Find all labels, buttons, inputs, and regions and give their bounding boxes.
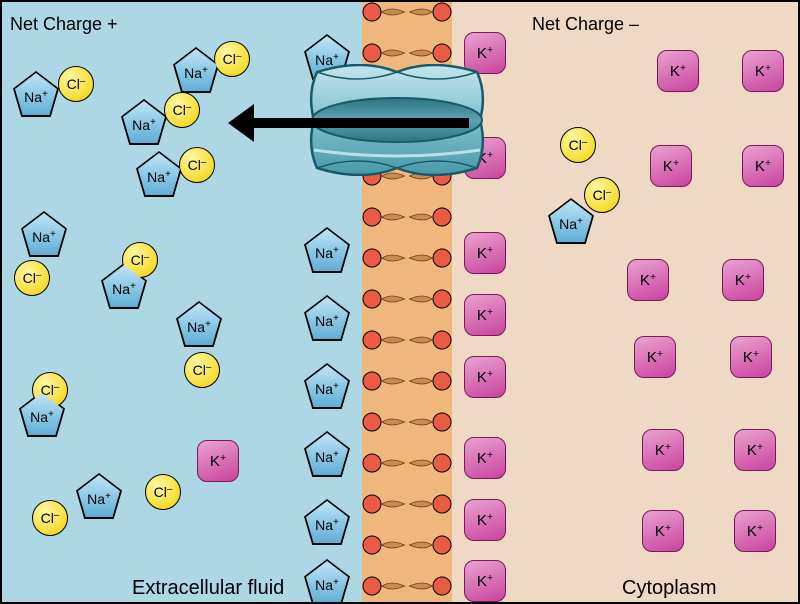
- cytoplasm-label: Cytoplasm: [622, 577, 716, 600]
- k-ion: K+: [734, 429, 776, 471]
- net-charge-negative-label: Net Charge –: [532, 14, 639, 35]
- na-ion: Na+: [174, 48, 218, 92]
- na-ion: Na+: [305, 228, 349, 272]
- na-ion: Na+: [137, 152, 181, 196]
- extracellular-fluid-label: Extracellular fluid: [132, 577, 284, 600]
- k-ion: K+: [634, 336, 676, 378]
- net-charge-positive-label: Net Charge +: [10, 14, 118, 35]
- na-ion: Na+: [20, 392, 64, 436]
- na-ion: Na+: [22, 212, 66, 256]
- k-ion: K+: [464, 437, 506, 479]
- na-ion: Na+: [305, 296, 349, 340]
- k-ion: K+: [730, 336, 772, 378]
- cl-ion: Cl–: [214, 41, 250, 77]
- k-ion: K+: [734, 510, 776, 552]
- na-ion: Na+: [305, 560, 349, 604]
- na-ion: Na+: [549, 199, 593, 243]
- k-ion: K+: [464, 294, 506, 336]
- na-ion: Na+: [305, 500, 349, 544]
- na-ion: Na+: [14, 72, 58, 116]
- cl-ion: Cl–: [560, 127, 596, 163]
- k-ion: K+: [742, 145, 784, 187]
- k-ion: K+: [650, 145, 692, 187]
- cl-ion: Cl–: [32, 500, 68, 536]
- cl-ion: Cl–: [58, 66, 94, 102]
- cl-ion: Cl–: [184, 352, 220, 388]
- k-ion: K+: [464, 232, 506, 274]
- k-ion: K+: [464, 356, 506, 398]
- k-ion: K+: [197, 440, 239, 482]
- arrow-shaft: [254, 118, 469, 128]
- k-ion: K+: [464, 499, 506, 541]
- k-ion: K+: [464, 560, 506, 602]
- na-ion: Na+: [177, 302, 221, 346]
- k-ion: K+: [642, 510, 684, 552]
- cl-ion: Cl–: [145, 474, 181, 510]
- cl-ion: Cl–: [179, 147, 215, 183]
- na-ion: Na+: [305, 364, 349, 408]
- membrane-diagram: Net Charge + Net Charge – Extracellular …: [0, 0, 800, 604]
- na-ion: Na+: [77, 474, 121, 518]
- na-ion: Na+: [102, 264, 146, 308]
- k-ion: K+: [642, 429, 684, 471]
- arrow-head-icon: [228, 104, 254, 142]
- k-ion: K+: [627, 259, 669, 301]
- k-ion: K+: [657, 50, 699, 92]
- na-ion: Na+: [305, 432, 349, 476]
- cl-ion: Cl–: [164, 92, 200, 128]
- k-ion: K+: [742, 50, 784, 92]
- k-ion: K+: [722, 259, 764, 301]
- na-ion: Na+: [122, 100, 166, 144]
- cl-ion: Cl–: [14, 260, 50, 296]
